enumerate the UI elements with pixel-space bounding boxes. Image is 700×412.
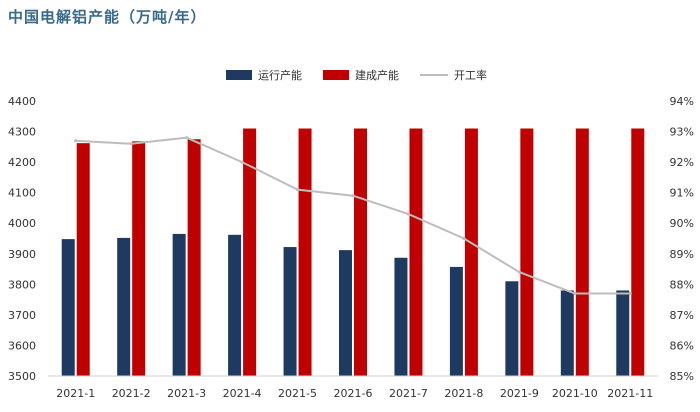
line-point — [351, 194, 355, 198]
y-right-tick-label: 91% — [670, 187, 694, 200]
x-tick-label: 2021-11 — [607, 387, 653, 400]
x-tick-label: 2021-2 — [112, 387, 151, 400]
legend-label-rate: 开工率 — [454, 68, 487, 82]
bar-running-capacity — [228, 234, 242, 376]
line-point — [185, 136, 189, 140]
line-point — [240, 160, 244, 164]
x-tick-label: 2021-9 — [500, 387, 539, 400]
y-right-tick-label: 89% — [670, 248, 694, 261]
chart-title: 中国电解铝产能（万吨/年） — [8, 8, 207, 26]
bar-running-capacity — [172, 233, 186, 376]
y-left-tick-label: 3900 — [8, 248, 36, 261]
bar-running-capacity — [61, 239, 75, 376]
y-right-tick-label: 88% — [670, 278, 694, 291]
y-right-tick-label: 87% — [670, 309, 694, 322]
line-point — [573, 291, 577, 296]
y-left-tick-label: 3800 — [8, 278, 36, 291]
bar-running-capacity — [505, 281, 519, 376]
line-point — [295, 188, 300, 192]
y-right-tick-label: 86% — [670, 339, 694, 352]
line-operating-rate — [75, 136, 631, 295]
x-tick-label: 2021-6 — [334, 387, 373, 400]
x-tick-label: 2021-7 — [389, 387, 428, 400]
legend-swatch-built — [323, 70, 349, 80]
bar-built-capacity — [187, 139, 201, 376]
y-left-tick-label: 4300 — [8, 126, 36, 139]
bar-running-capacity — [283, 247, 297, 376]
bar-running-capacity — [560, 290, 574, 376]
x-tick-label: 2021-10 — [552, 387, 598, 400]
line-point — [129, 142, 133, 146]
bar-built-capacity — [298, 128, 312, 376]
legend-swatch-running — [226, 70, 252, 80]
y-right-tick-label: 94% — [670, 95, 694, 108]
x-tick-label: 2021-3 — [167, 387, 206, 400]
legend-label-built: 建成产能 — [355, 68, 399, 82]
line-point — [462, 236, 466, 241]
bar-built-capacity — [76, 143, 90, 376]
line-point — [74, 139, 78, 143]
y-left-tick-label: 3700 — [8, 309, 36, 322]
x-tick-label: 2021-8 — [444, 387, 483, 400]
x-tick-label: 2021-5 — [278, 387, 317, 400]
bar-built-capacity — [243, 128, 257, 376]
bar-built-capacity — [575, 128, 589, 376]
bar-built-capacity — [354, 128, 367, 376]
bar-running-capacity — [117, 237, 131, 376]
bar-built-capacity — [464, 128, 478, 376]
y-right-tick-label: 90% — [670, 217, 694, 230]
line-point — [517, 270, 521, 274]
bar-running-capacity — [339, 250, 352, 376]
y-right-tick-label: 85% — [670, 370, 694, 383]
bar-running-capacity — [616, 290, 630, 376]
y-right-tick-label: 92% — [670, 156, 694, 169]
bar-built-capacity — [132, 141, 146, 376]
y-left-tick-label: 4100 — [8, 187, 36, 200]
y-left-tick-label: 4400 — [8, 95, 36, 108]
legend-label-running: 运行产能 — [258, 68, 302, 82]
x-tick-label: 2021-4 — [223, 387, 262, 400]
bar-running-capacity — [449, 266, 463, 376]
y-left-tick-label: 3600 — [8, 339, 36, 352]
bar-built-capacity — [409, 128, 423, 376]
line-point — [406, 212, 411, 216]
x-tick-label: 2021-1 — [56, 387, 95, 400]
bar-built-capacity — [631, 128, 645, 376]
y-right-tick-label: 93% — [670, 126, 694, 139]
y-left-tick-label: 4200 — [8, 156, 36, 169]
y-left-tick-label: 4000 — [8, 217, 36, 230]
bar-running-capacity — [394, 257, 408, 376]
bar-built-capacity — [520, 128, 534, 376]
line-point — [628, 291, 632, 296]
y-left-tick-label: 3500 — [8, 370, 36, 383]
